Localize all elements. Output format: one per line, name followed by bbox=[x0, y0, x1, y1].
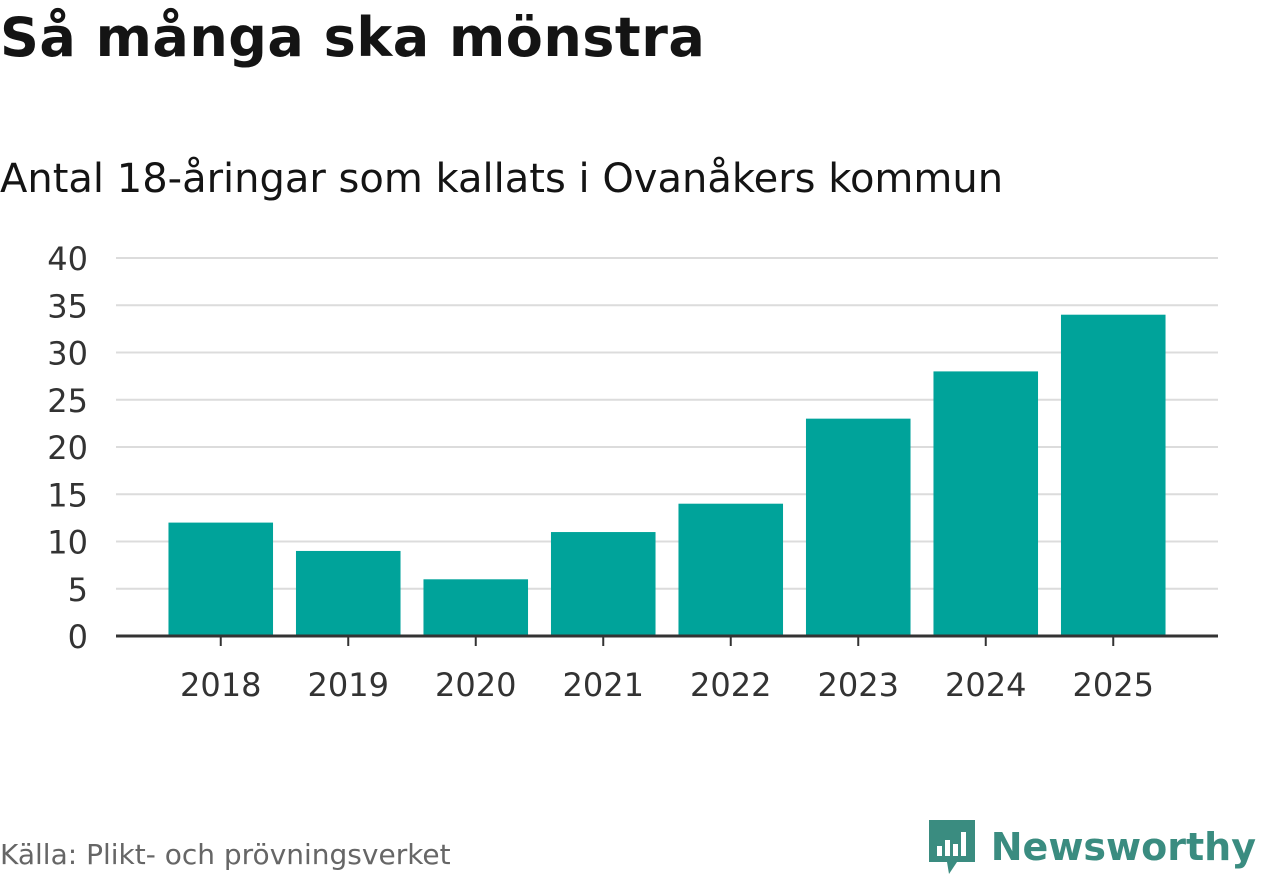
x-axis bbox=[116, 634, 1218, 646]
x-tick-label: 2024 bbox=[945, 666, 1026, 704]
y-tick-label: 10 bbox=[47, 524, 88, 562]
x-axis-ticks: 2018 2019 2020 2021 2022 2023 2024 2025 bbox=[180, 666, 1154, 704]
bar-2025 bbox=[1060, 314, 1166, 636]
y-tick-label: 30 bbox=[47, 335, 88, 373]
x-tick-label: 2019 bbox=[308, 666, 389, 704]
chart-title: Så många ska mönstra bbox=[0, 6, 706, 69]
newsworthy-brand[interactable]: Newsworthy bbox=[927, 818, 1256, 876]
y-tick-label: 0 bbox=[68, 618, 88, 656]
y-tick-label: 20 bbox=[47, 429, 88, 467]
y-tick-label: 40 bbox=[47, 240, 88, 278]
y-tick-label: 25 bbox=[47, 382, 88, 420]
bar-2024 bbox=[933, 371, 1039, 636]
x-tick-label: 2025 bbox=[1073, 666, 1154, 704]
x-tick-label: 2020 bbox=[435, 666, 516, 704]
bar-2018 bbox=[168, 522, 274, 636]
bar-2019 bbox=[295, 550, 401, 636]
gridlines bbox=[116, 257, 1218, 590]
brand-name: Newsworthy bbox=[990, 825, 1256, 869]
chart-subtitle: Antal 18-åringar som kallats i Ovanåkers… bbox=[0, 156, 1004, 202]
bars bbox=[168, 314, 1166, 636]
bar-2022 bbox=[678, 503, 784, 636]
x-tick-label: 2021 bbox=[563, 666, 644, 704]
y-tick-label: 5 bbox=[68, 571, 88, 609]
source-note: Källa: Plikt- och prövningsverket bbox=[0, 838, 451, 871]
y-axis-ticks: 0 5 10 15 20 25 30 35 40 bbox=[47, 240, 88, 656]
newsworthy-logo-icon bbox=[928, 820, 975, 874]
bar-2021 bbox=[550, 532, 656, 636]
y-tick-label: 35 bbox=[47, 287, 88, 325]
x-tick-label: 2018 bbox=[180, 666, 261, 704]
bar-2023 bbox=[805, 418, 911, 636]
bar-2020 bbox=[423, 579, 529, 636]
x-tick-label: 2022 bbox=[690, 666, 771, 704]
x-tick-label: 2023 bbox=[818, 666, 899, 704]
y-tick-label: 15 bbox=[47, 476, 88, 514]
